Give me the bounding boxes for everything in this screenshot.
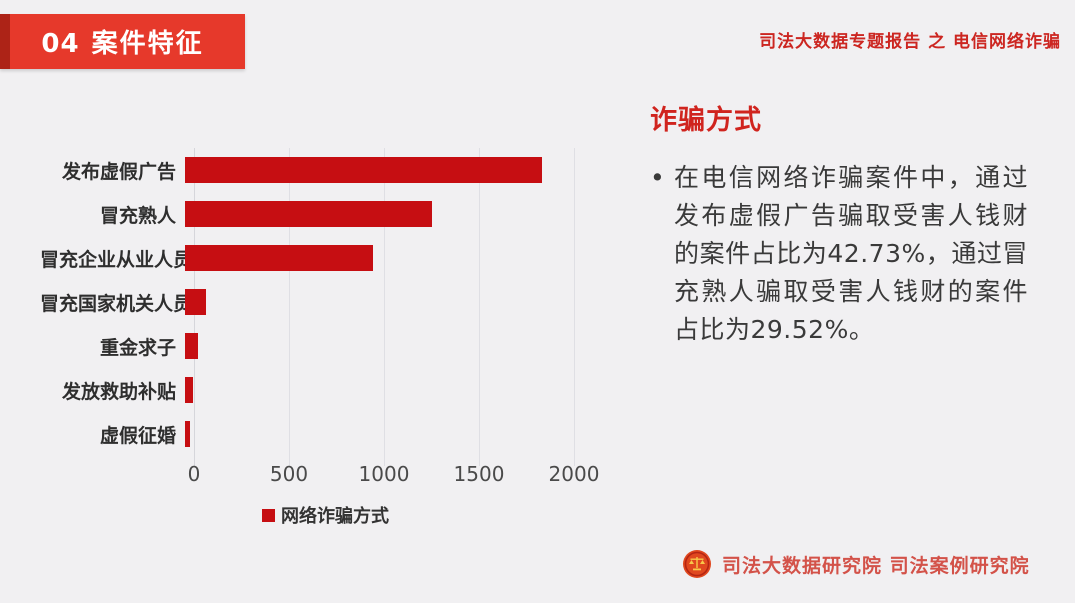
- chart-row: 冒充企业从业人员: [40, 236, 610, 280]
- category-label: 冒充国家机关人员: [40, 292, 193, 315]
- chart-legend: 网络诈骗方式: [262, 502, 610, 528]
- chart-row: 虚假征婚: [40, 412, 610, 456]
- panel-bullet: • 在电信网络诈骗案件中，通过发布虚假广告骗取受害人钱财的案件占比为42.73%…: [650, 159, 1028, 349]
- bar-冒充熟人: [185, 201, 432, 227]
- category-label: 虚假征婚: [99, 424, 176, 447]
- gridline-2000: [574, 148, 575, 466]
- chart-row: 发放救助补贴: [40, 368, 610, 412]
- chart-row: 重金求子: [40, 324, 610, 368]
- gridline-1000: [384, 148, 385, 466]
- bar-发放救助补贴: [185, 377, 193, 403]
- justice-scales-emblem-icon: [683, 550, 711, 578]
- bar-zone: [185, 236, 610, 280]
- bar-虚假征婚: [185, 421, 190, 447]
- section-banner: 04 案件特征: [0, 14, 245, 69]
- section-title: 04 案件特征: [41, 23, 203, 60]
- footer: 司法大数据研究院 司法案例研究院: [682, 549, 1030, 579]
- report-title: 司法大数据专题报告 之 电信网络诈骗: [759, 32, 1061, 52]
- chart-row: 冒充国家机关人员: [40, 280, 610, 324]
- panel-heading: 诈骗方式: [650, 105, 762, 136]
- chart-row: 发布虚假广告: [40, 148, 610, 192]
- chart-rows: 发布虚假广告冒充熟人冒充企业从业人员 冒充国家机关人员重金求子发放救助补贴虚假征婚: [40, 148, 610, 456]
- x-tick-1000: 1000: [358, 462, 410, 486]
- gridline-1500: [479, 148, 480, 466]
- footer-org-names: 司法大数据研究院 司法案例研究院: [722, 554, 1030, 577]
- bar-zone: [185, 280, 610, 324]
- bar-zone: [185, 324, 610, 368]
- bar-zone: [185, 368, 610, 412]
- category-label: 冒充企业从业人员: [40, 248, 193, 271]
- x-tick-500: 500: [269, 462, 309, 486]
- section-title-label: 案件特征: [91, 29, 204, 59]
- bullet-marker: •: [650, 163, 665, 192]
- bar-冒充企业从业人员: [185, 245, 374, 271]
- bar-冒充国家机关人员: [185, 289, 206, 315]
- bar-zone: [185, 412, 610, 456]
- summary-panel: 诈骗方式 • 在电信网络诈骗案件中，通过发布虚假广告骗取受害人钱财的案件占比为4…: [650, 98, 1028, 349]
- legend-swatch-icon: [262, 508, 275, 522]
- fraud-method-bar-chart: 发布虚假广告冒充熟人冒充企业从业人员 冒充国家机关人员重金求子发放救助补贴虚假征婚…: [40, 148, 610, 528]
- category-label: 发布虚假广告: [61, 160, 176, 183]
- x-axis-ticks: 0 500 1000 1500 2000: [188, 462, 600, 490]
- bar-zone: [185, 148, 610, 192]
- section-number: 04: [41, 29, 80, 59]
- bar-zone: [185, 192, 610, 236]
- x-tick-2000: 2000: [548, 462, 600, 486]
- category-label: 重金求子: [99, 336, 176, 359]
- chart-row: 冒充熟人: [40, 192, 610, 236]
- gridline-500: [289, 148, 290, 466]
- bullet-text: 在电信网络诈骗案件中，通过发布虚假广告骗取受害人钱财的案件占比为42.73%，通…: [674, 163, 1028, 344]
- x-tick-0: 0: [187, 462, 201, 486]
- banner-left-edge: [0, 14, 10, 69]
- legend-label: 网络诈骗方式: [281, 506, 389, 527]
- x-tick-1500: 1500: [453, 462, 505, 486]
- category-label: 冒充熟人: [99, 204, 176, 227]
- bar-发布虚假广告: [185, 157, 543, 183]
- category-label: 发放救助补贴: [61, 380, 176, 403]
- bar-重金求子: [185, 333, 199, 359]
